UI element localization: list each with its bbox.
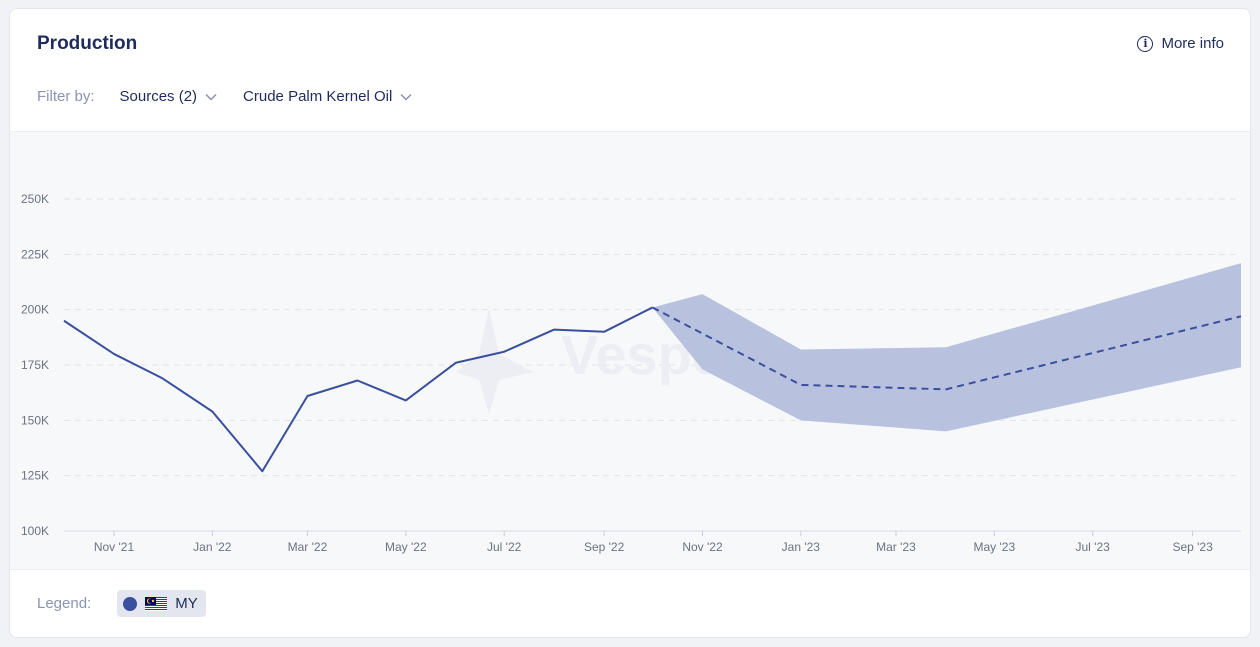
sources-dropdown[interactable]: Sources (2): [120, 88, 218, 105]
series-lines: [63, 306, 1242, 473]
legend-item-label: MY: [175, 595, 198, 612]
legend: Legend: MY: [37, 590, 206, 617]
watermark-logo-icon: [456, 308, 533, 414]
card-title: Production: [37, 33, 138, 54]
x-tick-label: Jul '22: [487, 540, 522, 554]
y-tick-label: 200K: [21, 303, 49, 317]
x-tick-label: Nov '22: [682, 540, 723, 554]
x-tick-label: Jul '23: [1076, 540, 1111, 554]
info-icon: i: [1137, 35, 1154, 52]
y-tick-label: 250K: [21, 192, 49, 206]
y-tick-label: 100K: [21, 524, 49, 538]
x-tick-label: Jan '23: [782, 540, 821, 554]
filter-label: Filter by:: [37, 88, 95, 105]
x-axis: Nov '21 Jan '22 Mar '22 May '22 Jul '22 Sep '…: [94, 531, 1213, 554]
legend-color-dot: [123, 596, 138, 611]
sources-dropdown-label: Sources (2): [119, 88, 198, 105]
more-info-button[interactable]: i More info: [1137, 35, 1224, 52]
x-tick-label: May '23: [973, 540, 1015, 554]
forecast-band: [652, 263, 1241, 432]
production-card: Production i More info Filter by: Source…: [9, 8, 1251, 638]
x-tick-label: Nov '21: [94, 540, 135, 554]
x-tick-label: Sep '22: [584, 540, 625, 554]
y-tick-label: 175K: [21, 358, 49, 372]
legend-item-my[interactable]: MY: [117, 590, 206, 617]
malaysia-flag-icon: [145, 596, 168, 611]
x-tick-label: Jan '22: [193, 540, 232, 554]
product-dropdown[interactable]: Crude Palm Kernel Oil: [243, 88, 412, 105]
filter-bar: Filter by: Sources (2) Crude Palm Kernel…: [37, 88, 438, 105]
chevron-down-icon: [205, 93, 217, 101]
chevron-down-icon: [400, 93, 412, 101]
product-dropdown-label: Crude Palm Kernel Oil: [243, 88, 393, 105]
x-tick-label: Sep '23: [1172, 540, 1213, 554]
x-tick-label: Mar '22: [288, 540, 328, 554]
forecast-confidence-band: [652, 263, 1241, 432]
y-axis: 100K 125K 150K 175K 200K 225K 250K: [21, 192, 49, 538]
y-tick-label: 125K: [21, 469, 49, 483]
y-tick-label: 225K: [21, 247, 49, 261]
legend-label: Legend:: [37, 595, 92, 612]
y-tick-label: 150K: [21, 413, 49, 427]
more-info-label: More info: [1161, 35, 1224, 52]
chart-area: Vesper 100K 125K 150K 175K 200K 225K 250K Nov …: [10, 131, 1250, 570]
x-tick-label: Mar '23: [876, 540, 916, 554]
series-line-my: [63, 306, 653, 473]
x-tick-label: May '22: [385, 540, 427, 554]
